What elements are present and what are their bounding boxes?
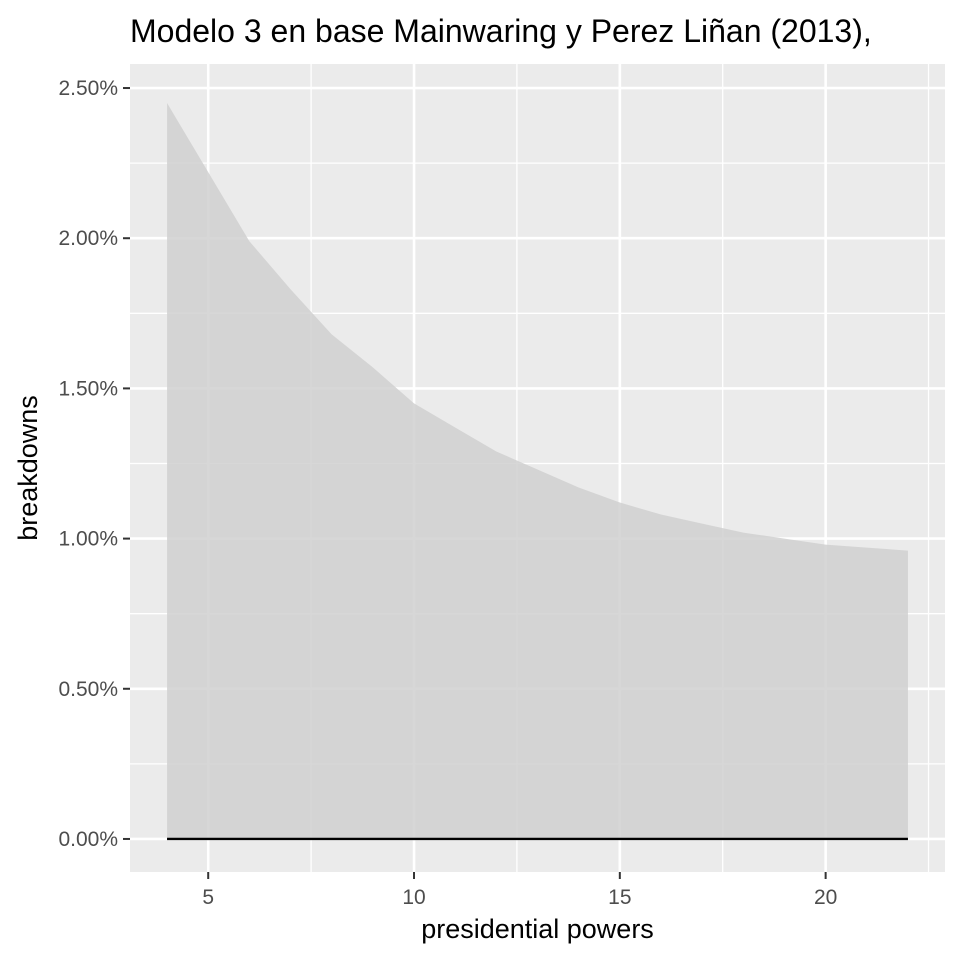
x-axis-title: presidential powers (421, 914, 654, 944)
x-tick-label-0: 5 (202, 886, 214, 909)
x-tick-label-2: 15 (608, 886, 631, 909)
y-tick-label-2: 1.00% (58, 528, 118, 551)
ribbon-layer (167, 103, 908, 839)
y-tick-label-5: 2.50% (58, 77, 118, 100)
y-tick-label-4: 2.00% (58, 227, 118, 250)
y-tick-label-3: 1.50% (58, 377, 118, 400)
chart-title: Modelo 3 en base Mainwaring y Perez Liña… (130, 13, 872, 49)
ribbon-area-0 (167, 103, 908, 839)
x-axis: 5 10 15 20 (202, 872, 837, 909)
x-tick-label-1: 10 (402, 886, 425, 909)
y-axis: 0.00% 0.50% 1.00% 1.50% 2.00% 2.50% (58, 77, 130, 851)
y-axis-title: breakdowns (13, 395, 43, 541)
y-tick-label-0: 0.00% (58, 828, 118, 851)
x-tick-label-3: 20 (814, 886, 837, 909)
y-tick-label-1: 0.50% (58, 678, 118, 701)
